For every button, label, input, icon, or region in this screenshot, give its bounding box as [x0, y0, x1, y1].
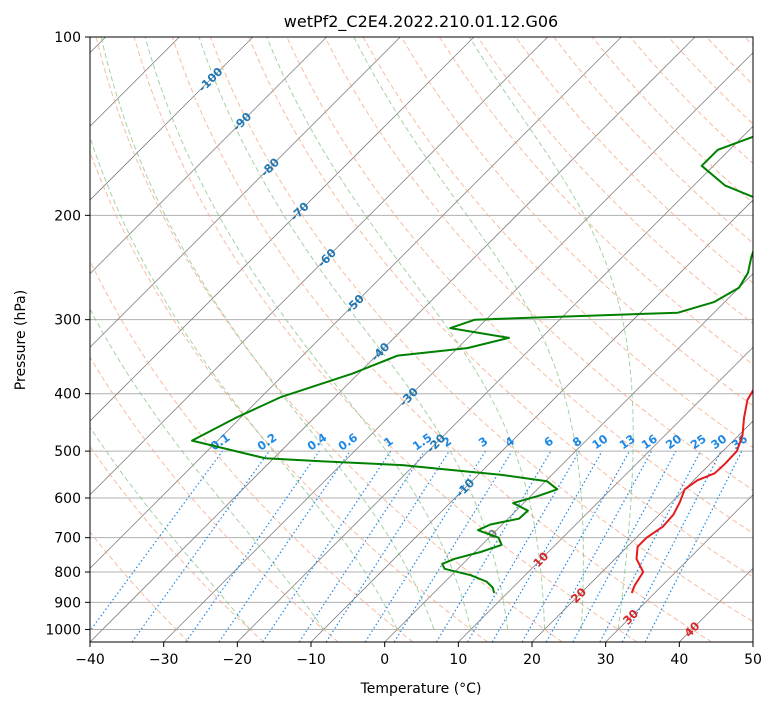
dry-adiabat-line: [248, 37, 753, 578]
x-tick-label: −30: [149, 652, 179, 668]
isotherm-line: [163, 52, 753, 642]
mixing-ratio-line: [435, 450, 552, 642]
dry-adiabat-line: [438, 37, 753, 366]
isotherm-line: [531, 420, 753, 642]
dry-adiabat-line: [515, 37, 753, 284]
mixing-ratio-line: [218, 450, 351, 642]
isotherm-line: [90, 37, 548, 496]
mixing-ratio-lines: [90, 450, 743, 642]
x-tick-label: −10: [296, 652, 326, 668]
moist-adiabat-line: [144, 37, 472, 630]
moist-adiabat-line: [353, 37, 584, 630]
y-tick-label: 200: [54, 208, 81, 224]
dry-adiabat-line: [90, 259, 414, 642]
moist-adiabat-line: [100, 37, 435, 630]
dry-adiabat-line: [90, 356, 339, 642]
y-tick-label: 100: [54, 30, 81, 46]
isotherm-line: [458, 346, 753, 642]
x-tick-label: −20: [223, 652, 253, 668]
moist-adiabats: [90, 37, 634, 630]
mixing-ratio-line: [364, 450, 486, 642]
mixing-ratio-line: [545, 450, 653, 642]
y-axis-label: Pressure (hPa): [13, 290, 29, 390]
dry-adiabat-line: [90, 150, 488, 642]
moist-adiabat-line: [198, 37, 509, 630]
x-tick-label: 0: [380, 652, 389, 668]
isotherm-line: [90, 37, 696, 642]
dry-adiabat-line: [210, 37, 753, 623]
temperature-profile-line: [630, 388, 753, 594]
moist-adiabat-line: [90, 135, 398, 630]
isotherm-line: [90, 37, 475, 422]
isotherm-line: [90, 37, 254, 201]
isotherms: [90, 37, 753, 642]
y-tick-label: 700: [54, 531, 81, 547]
mixing-ratio-line: [325, 450, 450, 642]
mixing-ratio-line: [393, 450, 513, 642]
isotherm-line: [90, 37, 401, 348]
mixing-ratio-line: [491, 450, 603, 642]
x-tick-label: −40: [75, 652, 105, 668]
x-tick-label: 50: [744, 652, 762, 668]
dry-adiabat-line: [95, 37, 563, 642]
y-tick-label: 300: [54, 313, 81, 329]
y-tick-label: 1000: [45, 622, 81, 638]
moist-adiabat-line: [266, 37, 546, 630]
mixing-ratio-line: [572, 450, 677, 642]
dry-adiabat-line: [324, 37, 753, 491]
x-tick-label: 30: [597, 652, 615, 668]
y-tick-label: 600: [54, 491, 81, 507]
x-tick-label: 10: [449, 652, 467, 668]
dry-adiabat-line: [171, 37, 712, 642]
mixing-ratio-line: [466, 450, 580, 642]
y-tick-label: 400: [54, 387, 81, 403]
dry-adiabat-line: [400, 37, 753, 407]
chart-title: wetPf2_C2E4.2022.210.01.12.G06: [284, 12, 558, 32]
dry-adiabat-line: [90, 445, 264, 642]
mixing-ratio-line: [185, 450, 320, 642]
x-tick-label: 40: [670, 652, 688, 668]
moist-adiabat-line: [90, 308, 324, 630]
plot-area: 0.1 0.2 0.4 0.6 1 1.5 2 3 4 6 8 10 13 16 20 25 30 36-100-…: [90, 37, 753, 642]
x-tick-label: 20: [523, 652, 541, 668]
x-axis-label: Temperature (°C): [360, 681, 482, 697]
dry-adiabat-line: [133, 37, 638, 642]
x-axis-ticks: −40 −30 −20 −10 0 10 20 30 40 50: [75, 642, 762, 668]
dry-adiabats: [90, 37, 753, 642]
plot-frame: [89, 36, 754, 643]
y-tick-label: 900: [54, 595, 81, 611]
isotherm-line: [90, 37, 622, 569]
mixing-ratio-line: [521, 450, 631, 642]
profile-series: [191, 135, 753, 594]
moist-adiabat-line: [468, 37, 634, 630]
y-axis-ticks: 100 200 300 400 500 600 700 800 900 1000: [45, 30, 90, 638]
isotherm-line: [90, 37, 327, 275]
isotherm-line: [237, 125, 753, 642]
dewpoint-profile-line: [191, 135, 753, 594]
isotherm-line: [605, 494, 753, 642]
y-tick-label: 500: [54, 444, 81, 460]
y-tick-label: 800: [54, 565, 81, 581]
dry-adiabat-line: [90, 531, 190, 642]
isotherm-line: [384, 273, 753, 642]
